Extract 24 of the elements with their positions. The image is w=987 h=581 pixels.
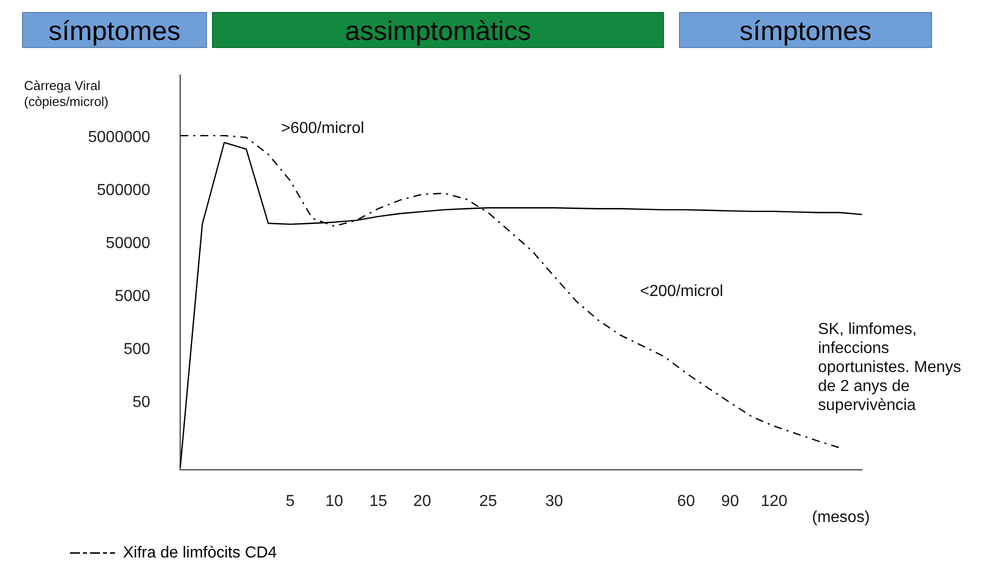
y-tick-label: 50 [132,394,150,411]
y-tick-label: 500 [124,340,150,358]
annotation: >600/microl [281,119,364,138]
y-tick-label: 500000 [96,182,150,199]
legend-label: Xifra de limfòcits CD4 [123,544,277,562]
y-tick-label: 5000000 [88,128,150,146]
text: assimptomàtics [212,12,664,48]
text: símptomes [679,12,932,48]
y-axis-title: Càrrega Viral (còpies/microl) [24,78,110,110]
x-tick-label: 20 [413,492,432,510]
x-tick-label: 60 [677,492,696,510]
x-axis-title: (mesos) [812,508,870,527]
x-tick-label: 90 [721,492,740,510]
text: símptomes [22,12,207,48]
x-tick-label: 120 [760,492,788,510]
x-tick-label: 10 [325,492,344,510]
x-tick-label: 30 [545,492,564,510]
x-tick-label: 15 [369,492,388,510]
annotation: SK, limfomes, infeccions oportunistes. Menys de 2 anys de supervivència [818,320,962,415]
x-tick-label: 5 [286,492,295,510]
y-tick-label: 50000 [106,234,150,252]
annotation: <200/microl [640,282,724,301]
y-tick-label: 5000 [114,288,150,305]
x-tick-label: 25 [479,492,498,510]
